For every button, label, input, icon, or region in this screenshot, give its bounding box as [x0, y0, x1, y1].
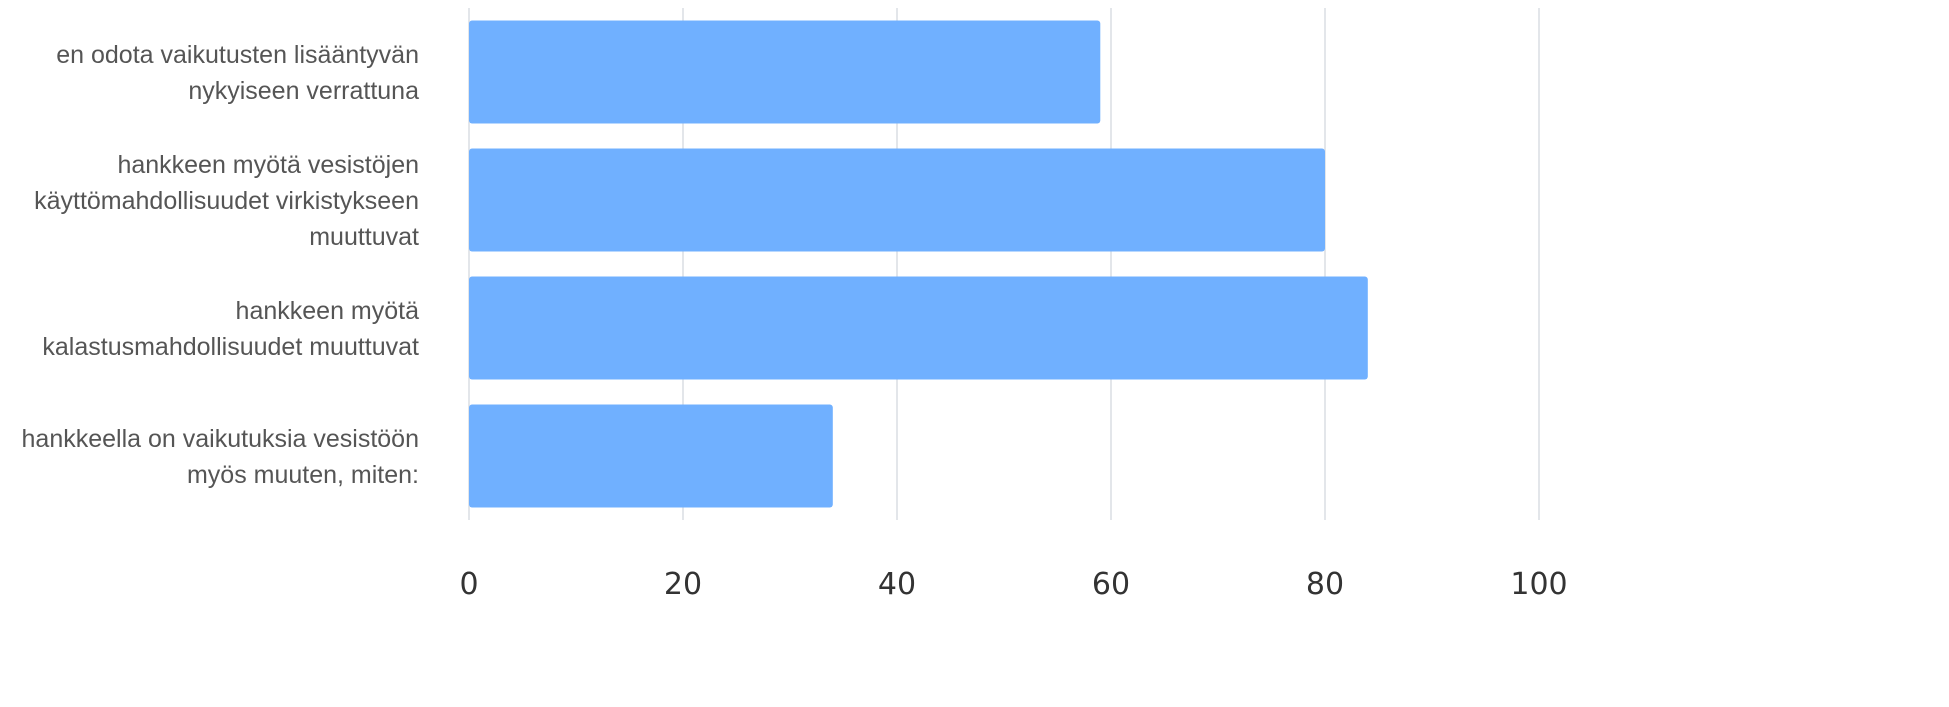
- x-tick-label: 100: [1510, 567, 1567, 602]
- x-tick-label: 80: [1306, 567, 1344, 602]
- x-tick-label: 60: [1092, 567, 1130, 602]
- x-axis-tick-labels: 0 20 40 60 80 100: [459, 567, 1567, 602]
- category-label: hankkeella on vaikutuksia vesistöön myös …: [22, 425, 419, 489]
- category-label: hankkeen myötä vesistöjen käyttömahdollis…: [34, 151, 419, 251]
- x-tick-label: 20: [664, 567, 702, 602]
- bar: [469, 276, 1368, 380]
- category-label-line: nykyiseen verrattuna: [188, 77, 419, 105]
- bar: [469, 404, 833, 508]
- category-label-line: hankkeen myötä vesistöjen: [117, 151, 419, 179]
- category-label-line: myös muuten, miten:: [187, 461, 419, 489]
- category-label-line: hankkeella on vaikutuksia vesistöön: [22, 425, 419, 453]
- category-label-line: kalastusmahdollisuudet muuttuvat: [42, 333, 419, 361]
- category-label-line: en odota vaikutusten lisääntyvän: [56, 41, 419, 69]
- bars: [469, 20, 1368, 508]
- bar: [469, 148, 1325, 252]
- category-label-line: muuttuvat: [309, 223, 419, 251]
- x-tick-label: 40: [878, 567, 916, 602]
- category-label: en odota vaikutusten lisääntyvän nykyisee…: [56, 41, 419, 105]
- x-tick-label: 0: [459, 567, 478, 602]
- category-label: hankkeen myötä kalastusmahdollisuudet muu…: [42, 297, 419, 361]
- category-label-line: käyttömahdollisuudet virkistykseen: [34, 187, 419, 215]
- category-labels: en odota vaikutusten lisääntyvän nykyisee…: [22, 41, 420, 489]
- category-label-line: hankkeen myötä: [236, 297, 420, 325]
- bar: [469, 20, 1101, 124]
